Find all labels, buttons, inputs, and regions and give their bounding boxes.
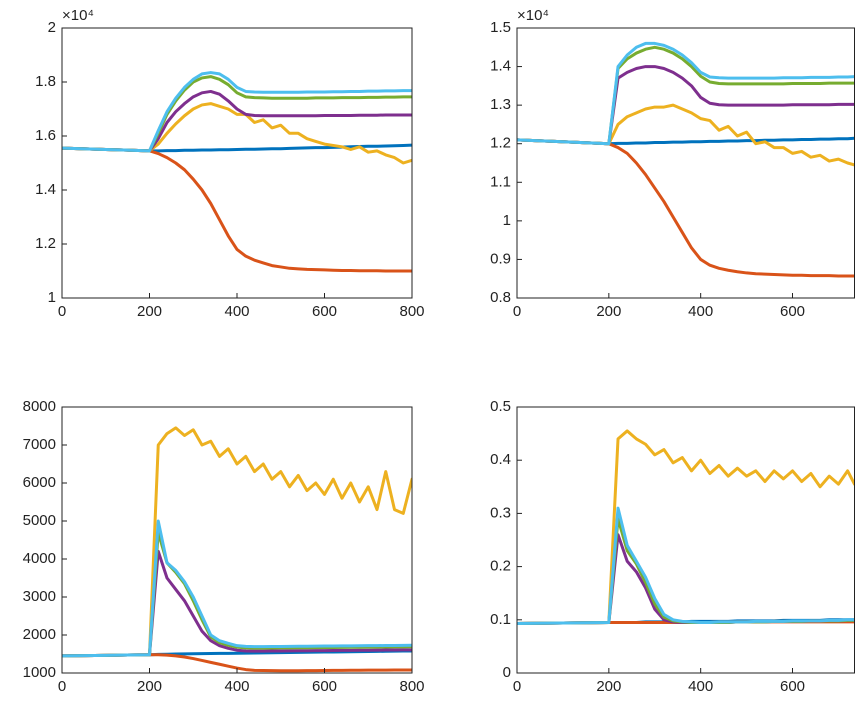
data-line xyxy=(517,517,855,626)
axes-frame xyxy=(516,406,855,674)
y-tick-label: 1.8 xyxy=(35,73,56,90)
y-tick-label: 0.2 xyxy=(490,558,511,575)
y-tick-label: 1.4 xyxy=(35,181,56,198)
y-tick-label: 1.2 xyxy=(490,135,511,152)
x-tick-label: 600 xyxy=(312,678,337,695)
y-tick-label: 0.8 xyxy=(490,289,511,306)
panel: 0 0.1 0.2 0.3 0.4 0.5 0 200 400 600 xyxy=(490,398,855,695)
y-tick-label: 1.4 xyxy=(490,58,511,75)
y-tick-label: 0.9 xyxy=(490,250,511,267)
panel: 1 1.2 1.4 1.6 1.8 2 0 200 400 600 800 ×10⁴ xyxy=(35,7,424,320)
y-tick-label: 1.6 xyxy=(35,127,56,144)
data-line xyxy=(62,653,412,673)
y-tick-label: 7000 xyxy=(23,436,56,453)
y-tick-label: 0.3 xyxy=(490,504,511,521)
axes-frame xyxy=(516,27,855,299)
data-line xyxy=(62,143,412,153)
y-tick-label: 1.1 xyxy=(490,173,511,190)
y-tick-label: 2000 xyxy=(23,626,56,643)
x-tick-label: 600 xyxy=(780,678,805,695)
x-tick-label: 200 xyxy=(596,678,621,695)
y-tick-label: 0.5 xyxy=(490,398,511,415)
x-tick-label: 200 xyxy=(137,303,162,320)
data-line xyxy=(517,41,855,146)
x-tick-label: 200 xyxy=(137,678,162,695)
x-tick-label: 600 xyxy=(780,303,805,320)
data-line xyxy=(62,102,412,165)
data-line xyxy=(62,146,412,273)
data-line xyxy=(62,549,412,658)
plot-area xyxy=(62,71,412,273)
y-tick-label: 0.1 xyxy=(490,611,511,628)
y-tick-label: 3000 xyxy=(23,588,56,605)
x-tick-label: 0 xyxy=(513,678,521,695)
data-line xyxy=(517,506,855,626)
x-tick-label: 0 xyxy=(513,303,521,320)
y-tick-label: 6000 xyxy=(23,474,56,491)
y-tick-label: 1 xyxy=(503,212,511,229)
x-tick-label: 200 xyxy=(596,303,621,320)
data-line xyxy=(517,429,855,626)
data-line xyxy=(62,530,412,658)
plot-area xyxy=(517,429,855,626)
data-line xyxy=(62,71,412,153)
y-tick-label: 5000 xyxy=(23,512,56,529)
plot-area xyxy=(517,41,855,278)
y-tick-label: 4000 xyxy=(23,550,56,567)
y-exponent-label: ×10⁴ xyxy=(517,7,549,24)
y-tick-label: 1000 xyxy=(23,664,56,681)
data-line xyxy=(517,65,855,146)
axes-frame xyxy=(61,27,413,299)
y-tick-label: 1 xyxy=(48,289,56,306)
data-line xyxy=(62,519,412,658)
panel: 0.8 0.9 1 1.1 1.2 1.3 1.4 1.5 0 200 400 600 ×10⁴ xyxy=(490,7,855,320)
y-tick-label: 2 xyxy=(48,19,56,36)
data-line xyxy=(517,136,855,146)
data-line xyxy=(62,426,412,658)
data-line xyxy=(62,89,412,153)
y-tick-label: 0.4 xyxy=(490,451,511,468)
axes-frame xyxy=(61,406,413,674)
data-line xyxy=(517,103,855,167)
y-tick-label: 1.3 xyxy=(490,96,511,113)
x-tick-label: 800 xyxy=(399,303,424,320)
x-tick-label: 0 xyxy=(58,678,66,695)
data-line xyxy=(517,533,855,626)
x-tick-label: 0 xyxy=(58,303,66,320)
y-tick-label: 8000 xyxy=(23,398,56,415)
data-line xyxy=(517,45,855,146)
panel: 1000 2000 3000 4000 5000 6000 7000 8000 0 200 400 6… xyxy=(23,398,425,695)
y-tick-label: 0 xyxy=(503,664,511,681)
x-tick-label: 800 xyxy=(399,678,424,695)
x-tick-label: 400 xyxy=(688,678,713,695)
x-tick-label: 400 xyxy=(224,678,249,695)
data-line xyxy=(517,138,855,278)
y-exponent-label: ×10⁴ xyxy=(62,7,94,24)
plot-area xyxy=(62,426,412,673)
x-tick-label: 400 xyxy=(688,303,713,320)
data-line xyxy=(62,75,412,153)
y-tick-label: 1.2 xyxy=(35,235,56,252)
x-tick-label: 600 xyxy=(312,303,337,320)
x-tick-label: 400 xyxy=(224,303,249,320)
y-tick-label: 1.5 xyxy=(490,19,511,36)
